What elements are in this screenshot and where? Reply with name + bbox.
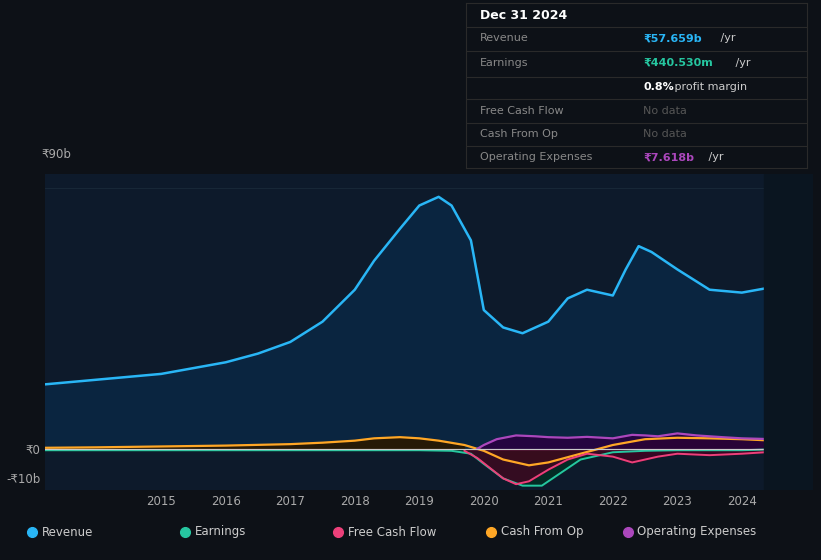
Text: /yr: /yr: [704, 152, 723, 162]
Text: Revenue: Revenue: [480, 33, 529, 43]
Text: Free Cash Flow: Free Cash Flow: [480, 106, 563, 116]
Text: profit margin: profit margin: [671, 82, 747, 92]
Text: Dec 31 2024: Dec 31 2024: [480, 9, 567, 22]
Text: Operating Expenses: Operating Expenses: [480, 152, 592, 162]
Text: Cash From Op: Cash From Op: [501, 525, 583, 539]
Text: No data: No data: [644, 106, 687, 116]
Text: 0.8%: 0.8%: [644, 82, 674, 92]
Text: Earnings: Earnings: [195, 525, 246, 539]
Text: ₹440.530m: ₹440.530m: [644, 58, 713, 68]
Text: ₹7.618b: ₹7.618b: [644, 152, 695, 162]
Text: Free Cash Flow: Free Cash Flow: [348, 525, 436, 539]
Text: /yr: /yr: [717, 33, 736, 43]
Text: Operating Expenses: Operating Expenses: [637, 525, 757, 539]
Text: ₹90b: ₹90b: [41, 148, 71, 161]
Text: No data: No data: [644, 129, 687, 139]
Bar: [764, 174, 813, 490]
Text: Cash From Op: Cash From Op: [480, 129, 557, 139]
Text: /yr: /yr: [732, 58, 750, 68]
Text: Revenue: Revenue: [42, 525, 94, 539]
Text: ₹57.659b: ₹57.659b: [644, 33, 702, 43]
Text: Earnings: Earnings: [480, 58, 529, 68]
